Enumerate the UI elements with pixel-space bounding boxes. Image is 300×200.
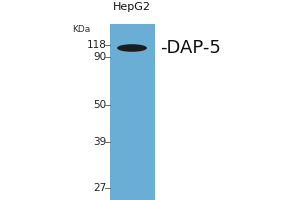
Text: 118: 118 — [87, 40, 106, 50]
Text: 50: 50 — [93, 100, 106, 110]
Text: KDa: KDa — [72, 24, 90, 33]
Text: -DAP-5: -DAP-5 — [160, 39, 221, 57]
Text: HepG2: HepG2 — [113, 2, 151, 12]
Text: 39: 39 — [93, 137, 106, 147]
Text: 27: 27 — [93, 183, 106, 193]
Ellipse shape — [117, 44, 147, 52]
Text: 90: 90 — [93, 52, 106, 62]
Bar — [110, 24, 154, 200]
